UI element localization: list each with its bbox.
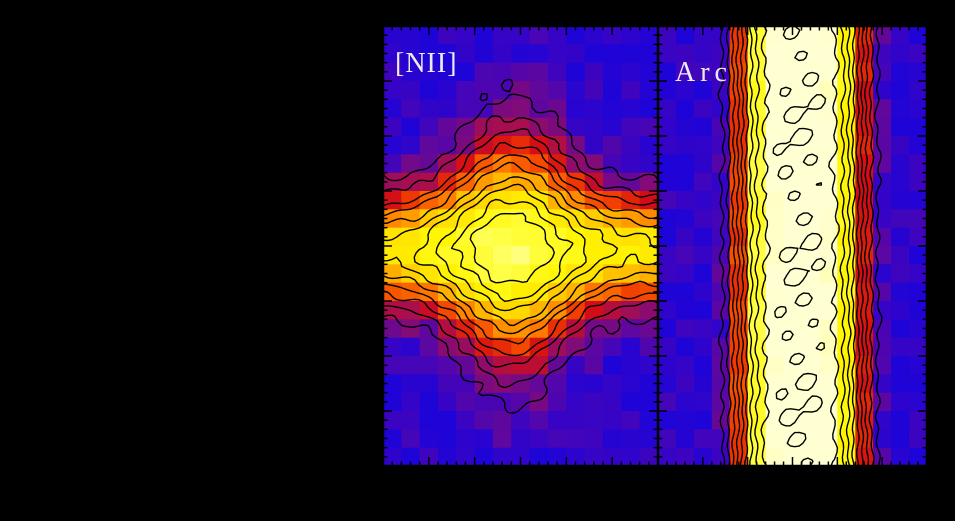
contour-lines xyxy=(383,78,658,414)
nii-panel: [NII] xyxy=(383,26,658,466)
panel-border xyxy=(658,26,927,466)
contour-lines xyxy=(717,26,883,466)
nii-heatmap-svg xyxy=(383,26,658,466)
panel-border xyxy=(383,26,658,466)
arc-heatmap-svg xyxy=(658,26,927,466)
arc-panel: Arc xyxy=(658,26,927,466)
heatmap-cells xyxy=(658,26,927,466)
